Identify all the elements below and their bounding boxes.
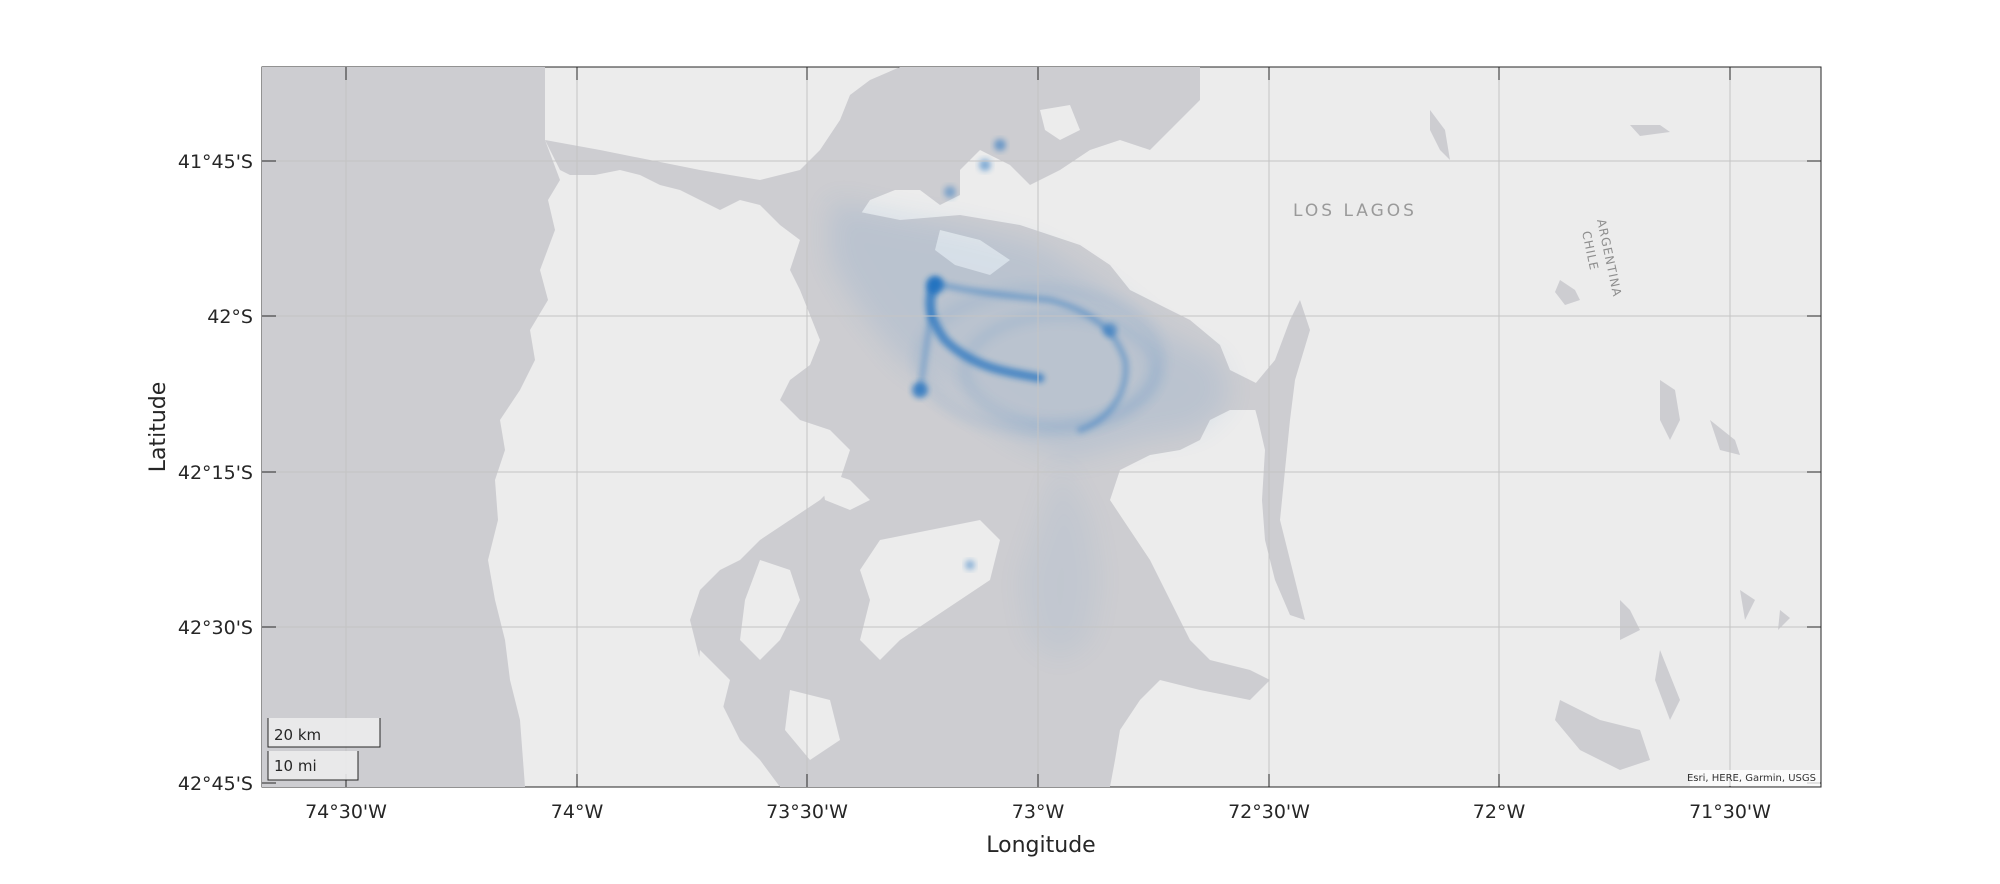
x-tick-labels: 74°30'W 74°W 73°30'W 73°W 72°30'W 72°W 7…: [305, 801, 1771, 823]
y-tick-labels: 41°45'S 42°S 42°15'S 42°30'S 42°45'S: [178, 151, 253, 795]
density-hotspot: [1103, 323, 1117, 337]
density-track: [932, 280, 1129, 433]
lake: [1555, 700, 1650, 770]
y-tick-label: 42°15'S: [178, 462, 253, 484]
x-tick-label: 74°W: [551, 801, 604, 823]
density-hotspot: [979, 159, 991, 171]
density-hotspot: [944, 186, 956, 198]
y-axis-title: Latitude: [146, 382, 171, 473]
lake: [1660, 380, 1680, 440]
island: [860, 520, 1000, 660]
lake: [1655, 650, 1680, 720]
density-halo: [830, 200, 1230, 460]
scale-bar-metric-label: 20 km: [274, 726, 321, 744]
y-tick-label: 42°45'S: [178, 773, 253, 795]
x-tick-label: 72°W: [1473, 801, 1526, 823]
density-hotspot: [912, 382, 928, 398]
x-tick-label: 71°30'W: [1689, 801, 1771, 823]
x-tick-label: 73°W: [1012, 801, 1065, 823]
island: [820, 470, 870, 510]
island: [1040, 105, 1080, 140]
attribution-box: [1690, 770, 1820, 786]
island: [740, 560, 800, 660]
island: [785, 690, 840, 760]
attribution-text: Esri, HERE, Garmin, USGS: [1687, 773, 1816, 784]
lake: [1430, 110, 1450, 160]
scale-bar-metric-box: [268, 718, 380, 747]
east-fjord: [1250, 300, 1310, 620]
density-hotspot: [965, 560, 975, 570]
y-tick-label: 42°S: [207, 306, 253, 328]
x-tick-label: 72°30'W: [1228, 801, 1310, 823]
density-track: [917, 280, 938, 393]
map-axes: LOS LAGOS ARGENTINA CHILE 20 km 10 mi Es…: [261, 66, 1822, 788]
density-ring: [915, 285, 1165, 435]
x-tick-label: 74°30'W: [305, 801, 387, 823]
scale-bar-imperial-label: 10 mi: [274, 757, 317, 775]
scale-bar-imperial-line: [267, 751, 359, 781]
scale-bar-imperial-box: [268, 751, 358, 780]
density-hotspot: [994, 139, 1006, 151]
island: [1175, 460, 1200, 490]
northern-channel: [545, 67, 1200, 265]
lake: [1630, 125, 1670, 136]
density-ring: [961, 311, 1159, 429]
density-overlay: [830, 139, 1230, 660]
x-tick-label: 73°30'W: [766, 801, 848, 823]
scale-bar-metric-line: [267, 718, 381, 748]
lake: [1620, 600, 1640, 640]
y-tick-label: 41°45'S: [178, 151, 253, 173]
basemap: [262, 67, 1790, 787]
density-hotspot: [926, 276, 944, 294]
scale-bar: 20 km 10 mi: [267, 718, 381, 781]
island: [695, 650, 730, 720]
graticule: [262, 67, 1821, 787]
density-halo: [1020, 460, 1100, 660]
x-axis-title: Longitude: [986, 833, 1095, 858]
lake: [1778, 610, 1790, 630]
y-tick-label: 42°30'S: [178, 617, 253, 639]
ocean-water: [262, 67, 560, 787]
lake: [1710, 420, 1740, 455]
region-label: LOS LAGOS: [1293, 201, 1417, 221]
lake: [1740, 590, 1755, 620]
lake: [1555, 280, 1580, 305]
